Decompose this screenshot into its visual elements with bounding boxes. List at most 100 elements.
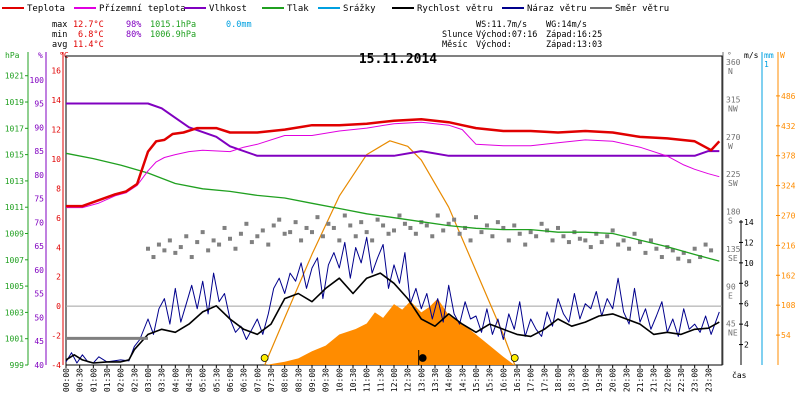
wind-direction-point [577,236,582,241]
direction-tick-value: 90 [726,282,736,291]
wind-direction-point [337,238,342,243]
time-tick-label: 18:30 [568,368,577,392]
wind-direction-point [659,255,664,260]
moonrise-text: Východ: [476,40,512,50]
wind-direction-point [654,246,659,251]
time-tick-label: 20:00 [609,368,618,392]
hpa-tick-label: 1005 [5,282,24,291]
wind-speed-line [65,272,720,364]
percent-tick-label: 95 [34,100,44,109]
stats-max-hum: 98% [126,20,141,30]
wind-direction-point [446,221,451,226]
wind-direction-point [381,223,386,228]
hpa-tick-label: 1001 [5,335,24,344]
hpa-tick-label: 1009 [5,230,24,239]
legend: Teplota Přízemní teplota Vlhkost Tlak Sr… [2,4,669,14]
wind-direction-point [162,248,167,253]
wind-direction-point [277,217,282,222]
stats-min-label: min [52,30,67,40]
stats-min-press: 1006.9hPa [150,30,196,40]
ground-temperature-line [66,121,720,209]
wind-direction-point [506,238,511,243]
wind-direction-point [610,228,615,233]
wind-direction-point [156,242,161,247]
wind-direction-point [621,238,626,243]
time-tick-label: 17:00 [527,368,536,392]
stats-max-temp: 12.7°C [73,20,104,30]
solar-tick-label: 432 [781,122,796,131]
time-tick-label: 12:00 [390,368,399,392]
wind-direction-point [222,225,227,230]
wind-direction-point [457,231,462,236]
wind-direction-point [676,256,681,261]
solar-tick-label: 270 [781,212,796,221]
direction-tick-value: 45 [726,320,736,329]
direction-tick-value: 360 [726,58,741,67]
time-tick-label: 22:30 [677,368,686,392]
wind-direction-point [386,231,391,236]
time-tick-label: 02:30 [130,368,139,392]
time-tick-label: 21:30 [650,368,659,392]
wind-direction-point [217,242,222,247]
time-tick-label: 11:30 [376,368,385,392]
time-tick-label: 03:00 [144,368,153,392]
time-tick-label: 00:30 [76,368,85,392]
percent-tick-label: 55 [34,290,44,299]
wind-direction-point [260,228,265,233]
legend-label-rychlost-vetru: Rychlost větru [417,4,493,14]
wind-gust-stat: WG:14m/s [546,20,587,30]
wind-direction-point [271,223,276,228]
solar-tick-label: 324 [781,182,796,191]
wind-direction-point [184,234,189,239]
wind-direction-point [468,238,473,243]
celsius-tick-label: 2 [56,273,61,282]
wind-direction-point [687,259,692,264]
direction-tick-name: NW [728,104,738,113]
wind-direction-point [545,228,550,233]
time-tick-label: 17:30 [540,368,549,392]
time-tick-label: 00:00 [62,368,71,392]
solar-tick-label: 162 [781,271,796,280]
direction-tick-value: 225 [726,170,741,179]
wind-direction-point [249,240,254,245]
direction-tick-value: 180 [726,208,741,217]
time-tick-label: 04:00 [171,368,180,392]
wind-tick-label: 14 [744,218,754,227]
wind-direction-point [326,221,331,226]
wind-direction-point [315,215,320,220]
stats-min-hum: 80% [126,30,141,40]
stats-avg-label: avg [52,40,67,50]
wind-direction-point [599,240,604,245]
wind-direction-point [392,228,396,233]
wind-direction-point [474,215,478,220]
wind-direction-point [282,231,287,236]
celsius-tick-label: 6 [56,214,61,223]
wind-direction-point [320,234,325,239]
wind-direction-point [228,236,232,241]
time-tick-label: 22:00 [663,368,672,392]
sunset-marker [510,354,519,362]
time-tick-label: 11:00 [363,368,372,392]
wind-direction-point [397,213,402,218]
wind-direction-point [408,225,413,230]
wind-direction-point [195,240,200,245]
direction-tick-value: 135 [726,245,741,254]
hpa-tick-label: 1011 [5,203,24,212]
wind-direction-point [681,250,686,255]
wind-direction-point [342,213,347,218]
wind-direction-point [364,230,369,235]
wind-direction-point [255,234,260,239]
wind-direction-point [402,221,407,226]
wind-direction-point [616,242,621,247]
legend-label-naraz-vetru: Náraz větru [527,4,587,14]
percent-tick-label: 50 [34,313,44,322]
direction-tick-name: S [728,217,733,226]
wind-direction-point [370,238,375,243]
direction-tick-name: N [728,67,733,76]
wind-direction-point [206,248,211,253]
percent-tick-label: 80 [34,171,44,180]
hpa-tick-label: 1019 [5,98,24,107]
wind-direction-point [452,217,457,222]
percent-tick-label: 40 [34,361,44,370]
